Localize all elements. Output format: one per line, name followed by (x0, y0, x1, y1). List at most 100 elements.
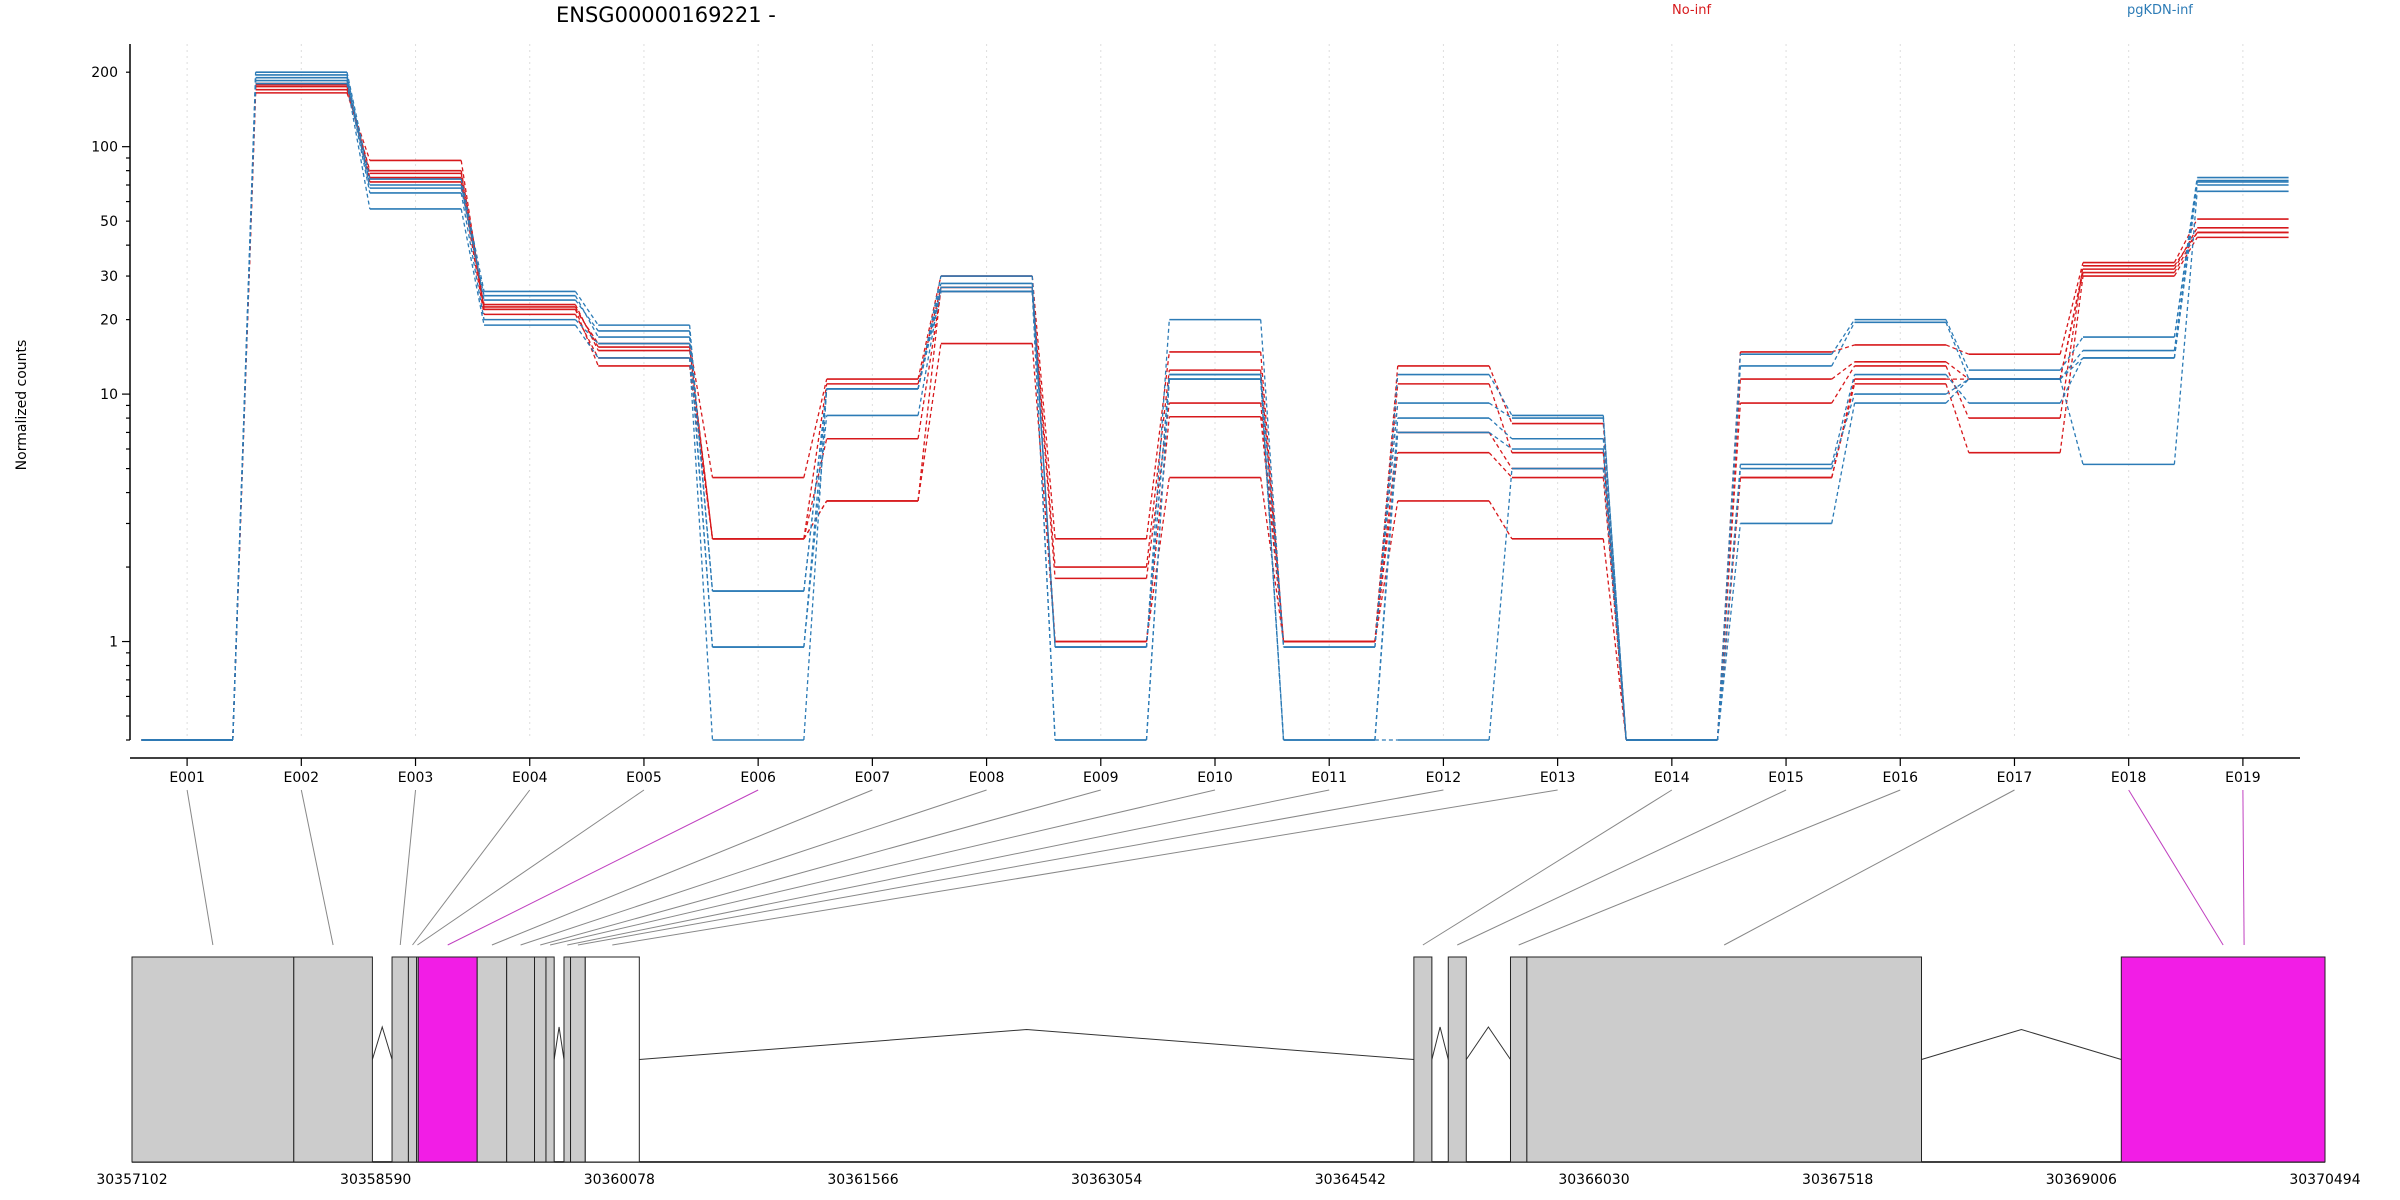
data-connector (1716, 379, 1742, 741)
x-tick-label: E006 (740, 770, 776, 786)
intron-line (371, 1025, 393, 1060)
legend-pgkdn-inf: pgKDN-inf (2127, 3, 2193, 18)
data-connector (1945, 378, 1970, 395)
data-connector (1260, 370, 1285, 642)
gene-coordinate-label: 30367518 (1802, 1172, 1873, 1188)
data-connector (1831, 319, 1856, 355)
bin-mapping-line (399, 789, 417, 946)
bin-mapping-line (2242, 789, 2245, 946)
bin-mapping-line (612, 789, 1558, 946)
series-no-inf (141, 83, 2289, 741)
data-connector (1374, 432, 1399, 741)
y-axis-label: Normalized counts (14, 340, 30, 471)
exon-bin-e013 (584, 956, 640, 1163)
bin-mapping-line (567, 789, 1330, 946)
data-connector (574, 306, 599, 348)
data-connector (346, 92, 371, 161)
data-connector (2173, 218, 2198, 263)
bin-mapping-line (491, 789, 873, 946)
bin-mapping-line (1422, 789, 1673, 946)
x-tick-label: E011 (1311, 770, 1347, 786)
bin-mapping-line (520, 789, 987, 946)
data-connector (1031, 291, 1056, 741)
data-connector (1602, 415, 1627, 741)
data-connector (1716, 477, 1742, 741)
intron-line (553, 1026, 565, 1060)
x-tick-label: E012 (1426, 770, 1462, 786)
grid-layer (186, 44, 2244, 740)
exon-bin-e007 (476, 956, 508, 1163)
data-connector (1145, 416, 1170, 642)
data-connector (1831, 378, 1856, 478)
data-connector (1716, 468, 1742, 741)
data-connector (917, 287, 942, 385)
data-connector (803, 383, 828, 539)
data-connector (1145, 374, 1170, 648)
intron-line (1465, 1026, 1511, 1060)
connector-layer (186, 789, 2245, 946)
exon-bin-e012 (570, 956, 586, 1163)
data-connector (2059, 265, 2084, 419)
series-layer (141, 71, 2289, 741)
data-connector (460, 178, 485, 292)
data-connector (1488, 431, 1513, 450)
x-tick-label: E017 (1997, 770, 2033, 786)
data-connector (917, 343, 942, 502)
data-connector (1031, 343, 1056, 642)
data-connector (1945, 322, 1970, 380)
data-connector (460, 192, 485, 320)
data-connector (460, 208, 485, 326)
data-connector (1945, 361, 1970, 380)
data-connector (917, 287, 942, 502)
data-connector (346, 83, 371, 210)
x-tick-label: E009 (1083, 770, 1119, 786)
gene-coordinate-label: 30360078 (584, 1172, 655, 1188)
data-connector (1602, 438, 1627, 741)
x-tick-label: E002 (284, 770, 320, 786)
y-tick-label: 1 (109, 635, 118, 651)
data-connector (1145, 379, 1170, 741)
data-connector (803, 378, 828, 478)
data-connector (917, 275, 942, 389)
data-connector (1831, 344, 1855, 353)
data-connector (2173, 191, 2198, 465)
data-connector (574, 319, 599, 345)
data-connector (2059, 357, 2084, 380)
bin-mapping-line (2128, 789, 2224, 946)
data-connector (1145, 351, 1170, 539)
bin-mapping-line (540, 789, 1101, 946)
data-connector (1488, 500, 1513, 540)
data-connector (1260, 416, 1285, 642)
data-connector (688, 330, 714, 592)
x-tick-label: E010 (1197, 770, 1233, 786)
legend-no-inf: No-inf (1672, 3, 1711, 18)
data-connector (803, 388, 828, 592)
x-tick-label: E019 (2225, 770, 2261, 786)
x-tick-label: E005 (626, 770, 662, 786)
data-connector (688, 357, 714, 741)
data-connector (1488, 374, 1513, 416)
intron-line (639, 1028, 1414, 1060)
data-connector (1145, 477, 1170, 642)
data-connector (2173, 184, 2198, 359)
data-connector (346, 77, 371, 189)
data-connector (1945, 374, 1970, 404)
gene-coordinate-label: 30363054 (1071, 1172, 1142, 1188)
data-connector (346, 72, 371, 180)
data-connector (2059, 262, 2084, 355)
data-connector (1945, 383, 1970, 453)
data-connector (1945, 319, 1970, 371)
exon-bin-e014 (1413, 956, 1433, 1163)
chart-title: ENSG00000169221 - (556, 3, 776, 27)
data-connector (1031, 275, 1056, 539)
data-connector (1488, 432, 1513, 469)
data-connector (1374, 403, 1399, 648)
bin-mapping-line (447, 789, 759, 946)
y-tick-label: 100 (91, 140, 118, 156)
x-tick-label: E016 (1882, 770, 1918, 786)
data-connector (574, 309, 599, 367)
data-connector (2059, 350, 2084, 380)
exon-bin-e010 (545, 956, 555, 1163)
data-connector (1488, 402, 1513, 419)
